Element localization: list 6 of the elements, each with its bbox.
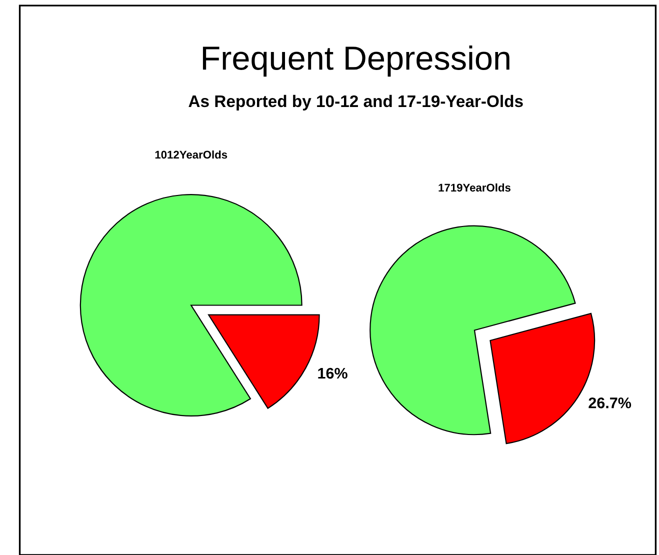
data-label: 26.7% [588,398,632,408]
chart-title: 1012YearOlds [155,150,228,159]
chart-title: 1719YearOlds [438,183,510,192]
data-label: 16% [318,368,348,379]
text: Frequent Depression [202,46,510,77]
text: As Reported by 10-12 and 17-19-Year-Olds [188,94,523,110]
